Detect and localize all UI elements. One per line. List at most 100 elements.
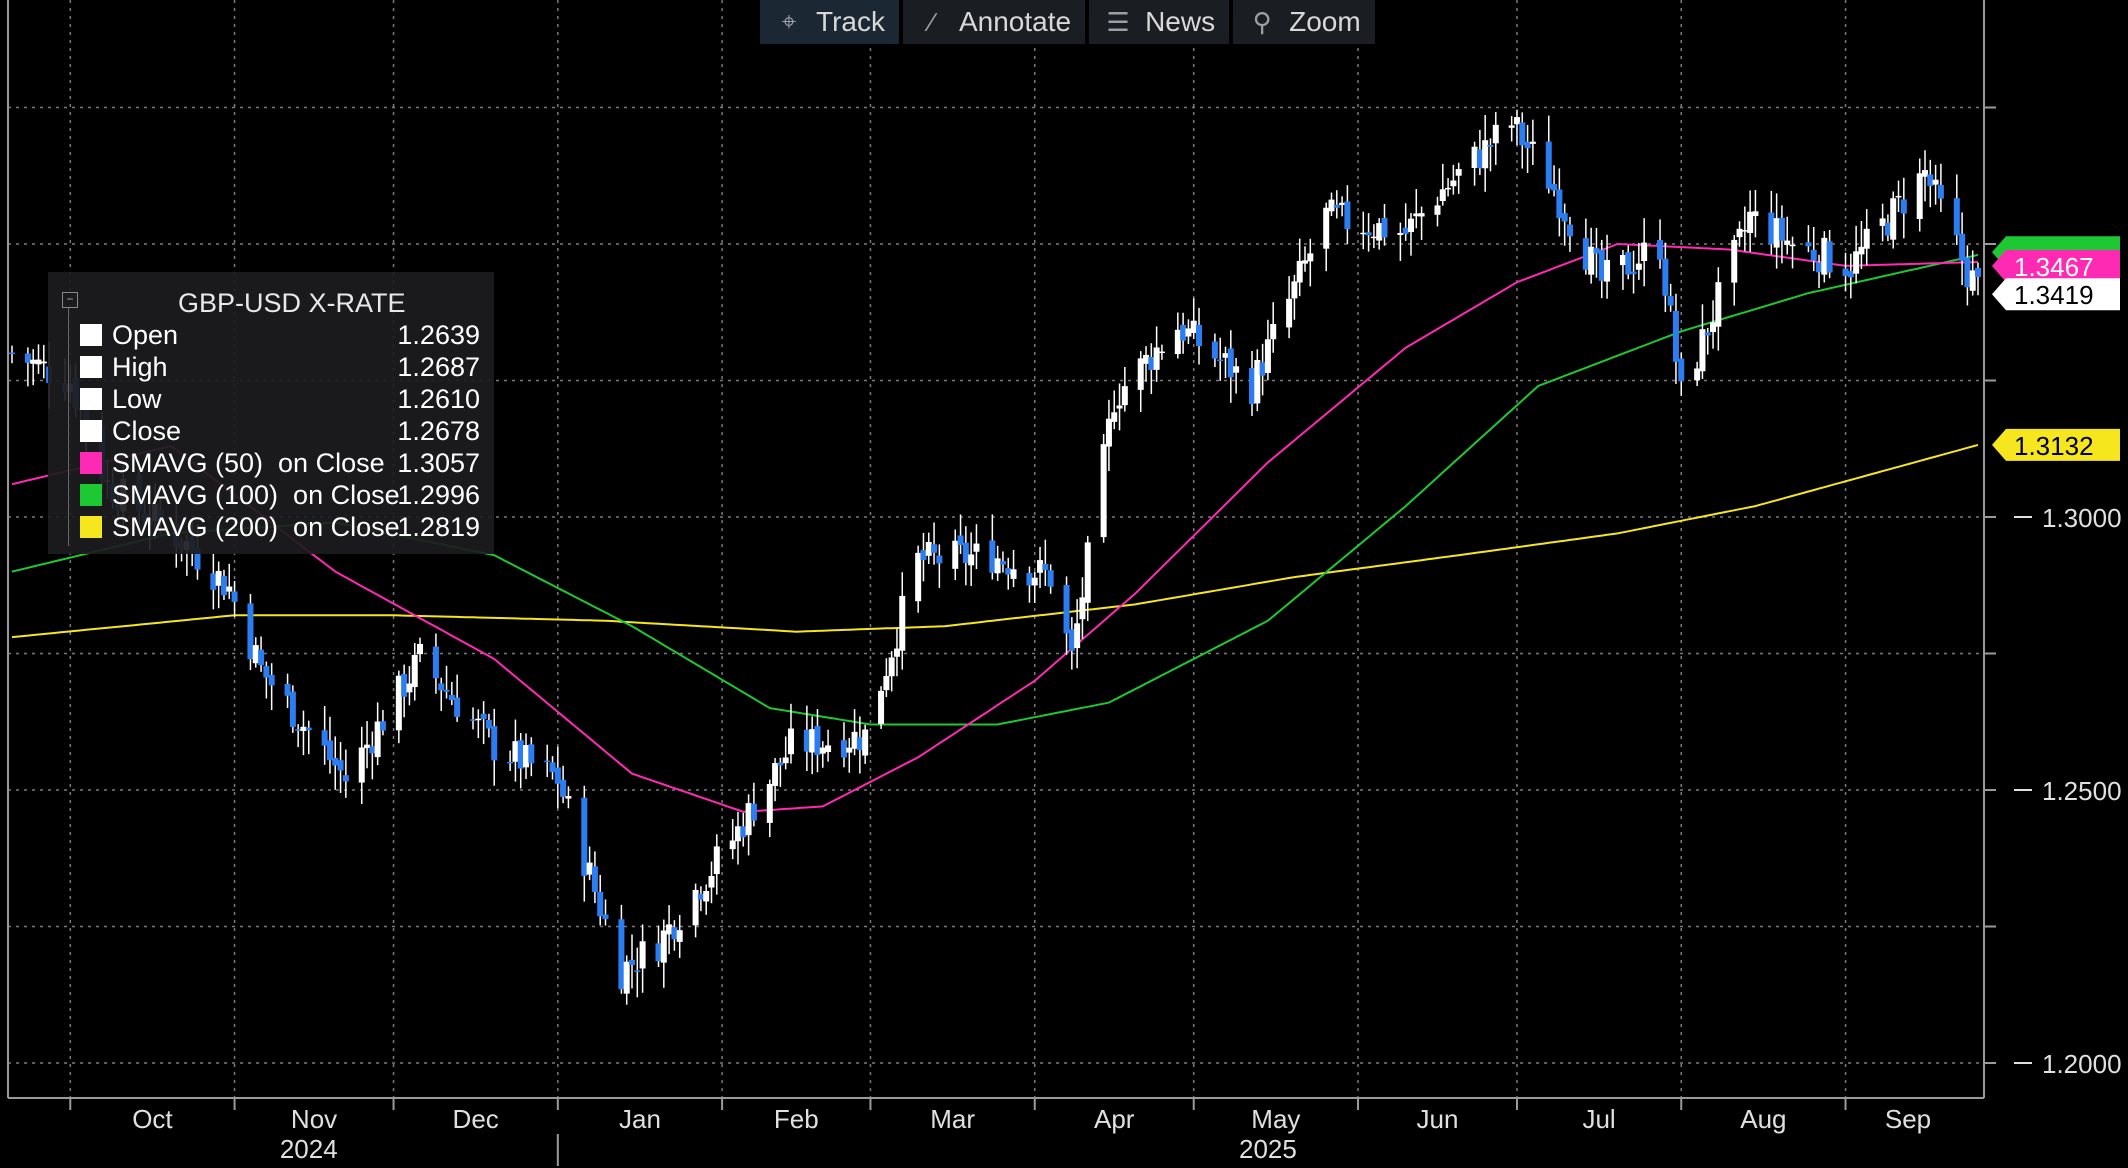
- legend-row-low[interactable]: Low 1.2610: [80, 384, 480, 414]
- candle-body-down: [379, 721, 386, 731]
- legend-row-high[interactable]: High 1.2687: [80, 352, 480, 382]
- legend-swatch[interactable]: [80, 516, 102, 538]
- candle: [1148, 343, 1155, 395]
- candle-body-down: [1937, 184, 1944, 199]
- candle-body-down: [989, 540, 996, 573]
- price-tag-shape: [1992, 428, 2120, 461]
- candle: [973, 524, 980, 570]
- candle: [1286, 276, 1293, 339]
- candle: [952, 529, 959, 581]
- legend-swatch[interactable]: [80, 324, 102, 346]
- candle: [215, 561, 222, 609]
- candle: [470, 707, 477, 730]
- candle: [602, 899, 609, 926]
- legend-swatch[interactable]: [80, 388, 102, 410]
- track-button[interactable]: ⌖ Track: [760, 0, 899, 44]
- legend-swatch[interactable]: [80, 356, 102, 378]
- candle: [1302, 246, 1309, 272]
- candle: [1291, 274, 1298, 320]
- candle-body-up: [1286, 298, 1293, 328]
- candle-body-down: [1047, 570, 1054, 587]
- annotate-button[interactable]: ∕ Annotate: [902, 0, 1086, 44]
- candle-body-down: [454, 697, 461, 717]
- legend-swatch[interactable]: [80, 484, 102, 506]
- candle-body-up: [676, 930, 683, 942]
- candle: [284, 673, 291, 708]
- candle-body-up: [1439, 189, 1446, 202]
- candle: [1731, 235, 1738, 306]
- candle: [708, 861, 715, 904]
- candle: [1026, 566, 1033, 603]
- candle: [925, 532, 932, 564]
- candle-body-down: [507, 761, 514, 764]
- news-button[interactable]: ☰ News: [1089, 0, 1230, 44]
- year-label: 2025: [1239, 1134, 1297, 1164]
- candle: [825, 729, 832, 762]
- candle: [40, 344, 47, 379]
- candle: [454, 674, 461, 722]
- candle-body-down: [549, 762, 556, 773]
- candle: [1816, 254, 1823, 289]
- candle: [1116, 383, 1123, 431]
- candle: [1619, 249, 1626, 290]
- crosshair-icon: ⌖: [781, 6, 797, 36]
- candle-body-down: [295, 729, 302, 731]
- candle-body-up: [1291, 281, 1298, 299]
- candle-body-up: [1307, 253, 1314, 262]
- candle: [1635, 242, 1642, 280]
- zoom-label: Zoom: [1289, 6, 1361, 37]
- candle-body-up: [1969, 270, 1976, 291]
- legend-row-sma200[interactable]: SMAVG (200) on Close 1.2819: [80, 512, 480, 542]
- candle: [1747, 190, 1754, 252]
- legend-swatch[interactable]: [80, 452, 102, 474]
- candle: [1969, 250, 1976, 296]
- candle-body-down: [369, 746, 376, 754]
- candle: [475, 709, 482, 739]
- candle: [1455, 162, 1462, 194]
- candle-body-up: [523, 745, 530, 768]
- candle-body-down: [1964, 257, 1971, 288]
- candle-body-up: [35, 359, 42, 365]
- candle-body-down: [9, 352, 15, 355]
- candle: [369, 731, 376, 780]
- candle-body-up: [565, 796, 572, 799]
- candle: [734, 811, 741, 865]
- candle: [1158, 344, 1165, 360]
- candle-body-down: [528, 744, 535, 764]
- legend-row-close[interactable]: Close 1.2678: [80, 416, 480, 446]
- candle: [1561, 203, 1568, 246]
- zoom-button[interactable]: ⚲ Zoom: [1233, 0, 1375, 44]
- legend-row-sma100[interactable]: SMAVG (100) on Close 1.2996: [80, 480, 480, 510]
- candle-body-down: [671, 927, 678, 940]
- candle: [1233, 357, 1240, 394]
- x-tick-label: Oct: [132, 1104, 173, 1134]
- legend-row-open[interactable]: Open 1.2639: [80, 320, 480, 350]
- candle: [528, 737, 535, 777]
- candle-body-up: [1434, 205, 1441, 215]
- candle-body-up: [1376, 223, 1383, 241]
- candle-body-down: [1625, 252, 1632, 275]
- candle-body-down: [1249, 368, 1256, 405]
- legend-swatch[interactable]: [80, 420, 102, 442]
- candle: [1068, 617, 1075, 670]
- legend-row-sma50[interactable]: SMAVG (50) on Close 1.3057: [80, 448, 480, 478]
- legend-collapse-toggle[interactable]: −: [62, 292, 78, 308]
- candle: [358, 726, 365, 805]
- legend-label: Open: [112, 320, 179, 350]
- candle: [1678, 352, 1685, 396]
- candle-body-up: [639, 941, 646, 969]
- candle-body-up: [1254, 360, 1261, 404]
- candle: [1079, 577, 1086, 640]
- candle-body-up: [215, 570, 222, 586]
- candle-body-up: [1137, 358, 1144, 390]
- candle: [936, 544, 943, 588]
- candle-body-up: [819, 747, 826, 754]
- candle-body-down: [517, 740, 524, 769]
- candle-body-down: [1227, 348, 1234, 378]
- candle-body-up: [1445, 187, 1452, 190]
- candle: [1270, 302, 1277, 353]
- candle-body-up: [787, 728, 794, 755]
- candle-body-down: [337, 760, 344, 771]
